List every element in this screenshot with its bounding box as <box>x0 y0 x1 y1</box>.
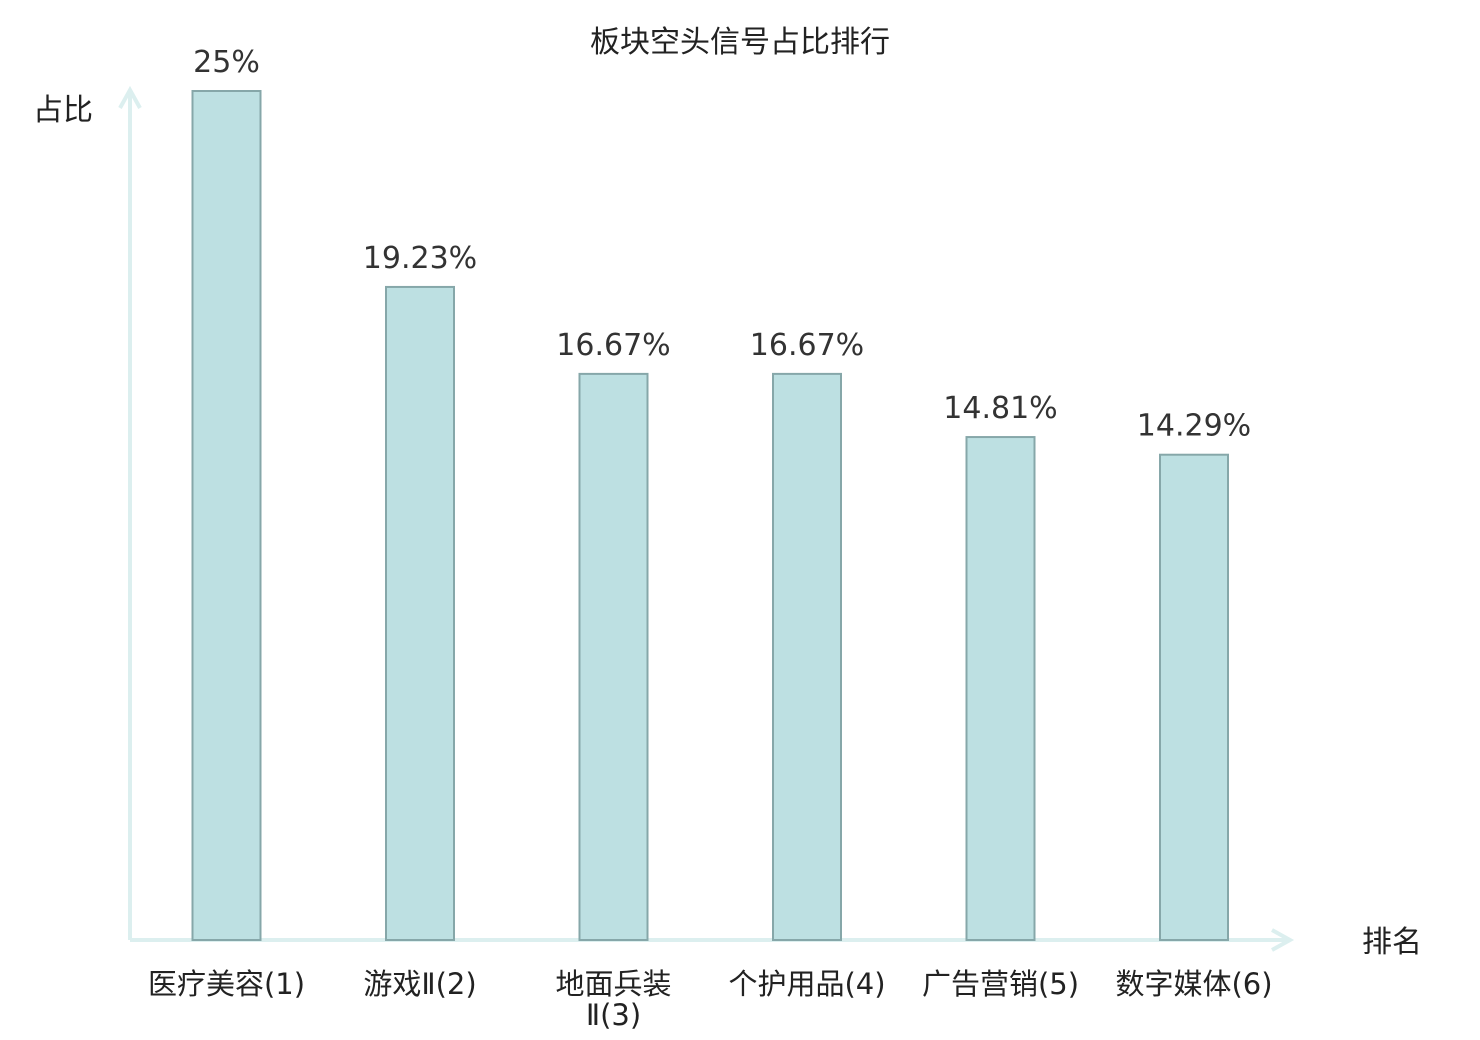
category-label: 游戏Ⅱ(2) <box>363 967 476 1001</box>
bars-group <box>191 90 1229 942</box>
data-label: 25% <box>193 45 260 80</box>
bar <box>385 285 455 941</box>
category-label-line: 个护用品(4) <box>728 967 885 1001</box>
category-labels-group: 医疗美容(1) 游戏Ⅱ(2) 地面兵装 Ⅱ(3) 个护用品(4) 广告营销(5) 数字媒体(… <box>148 967 1273 1032</box>
bar <box>1159 453 1229 941</box>
bar <box>772 372 842 942</box>
value-labels-group: 25% 19.23% 16.67% 16.67% 14.81% 14.29% <box>193 45 1251 444</box>
category-label: 医疗美容(1) <box>148 967 305 1001</box>
bar <box>191 90 262 941</box>
bar <box>578 372 649 942</box>
bar <box>965 436 1036 941</box>
category-label-line: 广告营销(5) <box>922 967 1079 1001</box>
category-label-line: 医疗美容(1) <box>148 967 305 1001</box>
category-label-line: 地面兵装 <box>555 967 671 1001</box>
axes <box>118 85 1295 952</box>
data-label: 14.81% <box>943 391 1057 426</box>
data-label: 14.29% <box>1137 409 1251 444</box>
category-label: 数字媒体(6) <box>1115 967 1272 1001</box>
category-label: 地面兵装 Ⅱ(3) <box>555 967 671 1032</box>
category-label: 广告营销(5) <box>922 967 1079 1001</box>
category-label-line: 数字媒体(6) <box>1115 967 1272 1001</box>
y-axis-label: 占比 <box>33 93 93 128</box>
category-label: 个护用品(4) <box>728 967 885 1001</box>
x-axis-arrow <box>1271 928 1295 952</box>
category-label-line: Ⅱ(3) <box>586 998 641 1032</box>
category-label-line: 游戏Ⅱ(2) <box>363 967 476 1001</box>
x-axis-label: 排名 <box>1362 925 1422 960</box>
data-label: 16.67% <box>556 328 670 363</box>
data-label: 16.67% <box>750 328 864 363</box>
data-label: 19.23% <box>363 241 477 276</box>
chart-title: 板块空头信号占比排行 <box>590 25 890 60</box>
y-axis-arrow <box>118 85 142 109</box>
